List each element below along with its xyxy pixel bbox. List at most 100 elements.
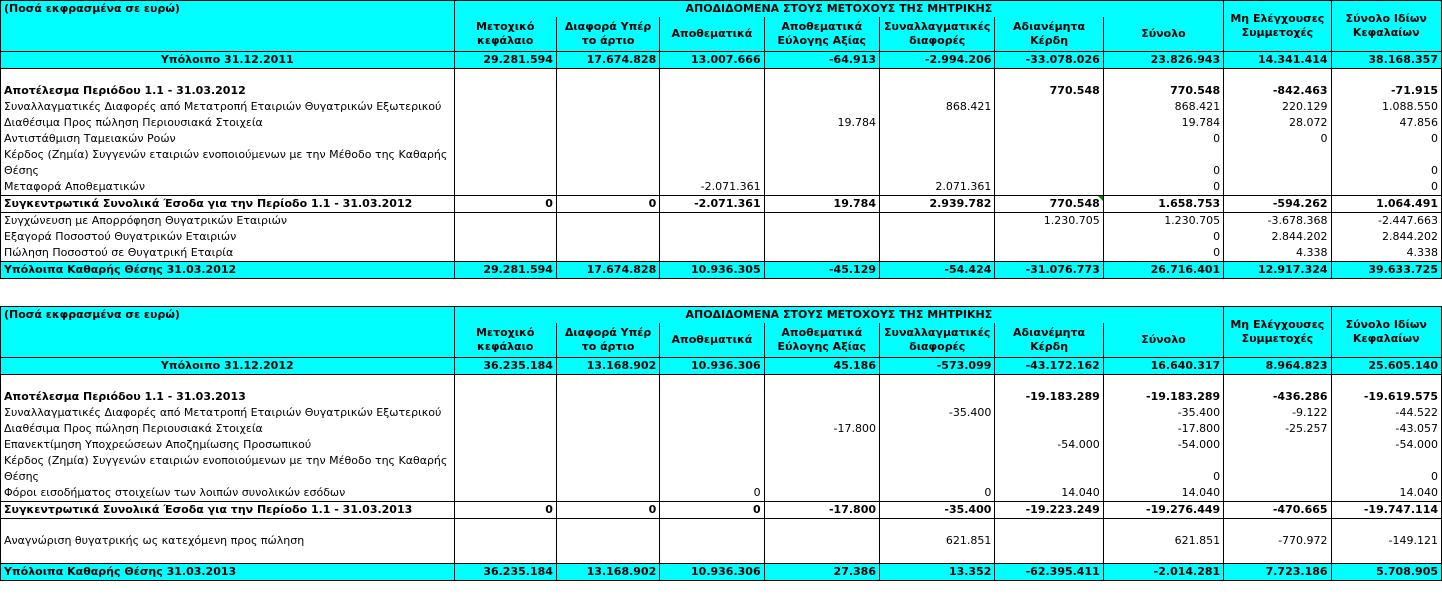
row-value: 0 [659, 501, 765, 519]
opening-balance-value: 29.281.594 [454, 51, 557, 69]
row-value [659, 549, 765, 564]
spacer-row [0, 374, 1442, 389]
movement-row: Αποτέλεσμα Περιόδου 1.1 - 31.03.2013 -19.… [0, 389, 1442, 405]
row-value: 0 [1331, 469, 1442, 485]
row-label: Αναγνώριση θυγατρικής ως κατεχόμενη προς… [0, 533, 455, 549]
row-value [556, 212, 661, 229]
row-value [1103, 453, 1225, 469]
row-value: 0 [556, 501, 661, 519]
row-value [1223, 518, 1332, 533]
row-value [1223, 485, 1332, 502]
spacer-cell [994, 68, 1104, 83]
row-value [1223, 549, 1332, 564]
col-header: Αδιανέμητα Κέρδη [994, 17, 1104, 52]
row-value: 0 [454, 195, 557, 213]
spacer-cell [454, 374, 557, 389]
row-value: 0 [1103, 245, 1225, 262]
spacer-cell [1331, 68, 1442, 83]
row-value [454, 421, 557, 437]
row-label: Συναλλαγματικές Διαφορές από Μετατροπή Ε… [0, 405, 455, 421]
row-value: -71.915 [1331, 83, 1442, 99]
row-value [556, 421, 661, 437]
row-value: 770.548 [994, 195, 1104, 213]
row-value: -470.665 [1223, 501, 1332, 519]
row-value [994, 533, 1104, 549]
row-value: 770.548 [994, 83, 1104, 99]
spacer-cell [1223, 374, 1332, 389]
row-value [994, 469, 1104, 485]
movement-row: Κέρδος (Ζημία) Συγγενών εταιριών ενοποιο… [0, 147, 1442, 163]
row-value [454, 533, 557, 549]
row-value [454, 405, 557, 421]
closing-balance-label: Υπόλοιπα Καθαρής Θέσης 31.03.2012 [0, 261, 455, 279]
closing-balance-value: 5.708.905 [1331, 563, 1442, 581]
spacer-cell [994, 374, 1104, 389]
closing-balance-value: 7.723.186 [1223, 563, 1332, 581]
row-value [994, 518, 1104, 533]
row-value [764, 179, 881, 196]
row-value [659, 99, 765, 115]
row-value: -19.183.289 [1103, 389, 1225, 405]
row-value [879, 549, 996, 564]
row-value: 770.548 [1103, 83, 1225, 99]
movement-row: Διαθέσιμα Προς πώληση Περιουσιακά Στοιχε… [0, 421, 1442, 437]
opening-balance-value: 23.826.943 [1103, 51, 1225, 69]
row-value [556, 533, 661, 549]
row-value [1103, 549, 1225, 564]
closing-balance-value: -54.424 [879, 261, 996, 279]
row-value: -35.400 [879, 501, 996, 519]
row-value: -19.276.449 [1103, 501, 1225, 519]
row-value [764, 83, 881, 99]
row-value [879, 453, 996, 469]
row-value [1223, 453, 1332, 469]
movement-row [0, 518, 1442, 533]
row-value: -436.286 [1223, 389, 1332, 405]
row-value: -770.972 [1223, 533, 1332, 549]
row-value [659, 212, 765, 229]
closing-balance-value: 26.716.401 [1103, 261, 1225, 279]
row-value [879, 389, 996, 405]
subtotal-row: Συγκεντρωτικά Συνολικά Έσοδα για την Περ… [0, 195, 1442, 213]
spacer-row [0, 68, 1442, 83]
closing-balance-value: 39.633.725 [1331, 261, 1442, 279]
row-value [454, 163, 557, 179]
row-value: 28.072 [1223, 115, 1332, 131]
row-value: 0 [1331, 163, 1442, 179]
row-value [556, 83, 661, 99]
col-header: Αδιανέμητα Κέρδη [994, 323, 1104, 358]
row-value [994, 163, 1104, 179]
row-value: 0 [1331, 179, 1442, 196]
row-value: -43.057 [1331, 421, 1442, 437]
opening-balance-value: 17.674.828 [556, 51, 661, 69]
row-value [1103, 518, 1225, 533]
row-value [994, 179, 1104, 196]
opening-balance-value: 13.168.902 [556, 357, 661, 375]
row-value [879, 131, 996, 147]
equity-statement-2013: (Ποσά εκφρασμένα σε ευρώ) ΑΠΟΔΙΔΟΜΕΝΑ ΣΤΟ… [0, 306, 1442, 581]
closing-balance-value: 27.386 [764, 563, 881, 581]
opening-balance-value: 25.605.140 [1331, 357, 1442, 375]
row-label: Μεταφορά Αποθεματικών [0, 179, 455, 196]
col-header: Αποθεματικά Εύλογης Αξίας [764, 17, 881, 52]
row-value: 0 [659, 485, 765, 502]
spacer-cell [556, 374, 661, 389]
row-value [1223, 179, 1332, 196]
movement-row: Εξαγορά Ποσοστού Θυγατρικών Εταιριών 0 2.8… [0, 229, 1442, 245]
row-value [556, 485, 661, 502]
closing-balance-value: -62.395.411 [994, 563, 1104, 581]
row-value [556, 147, 661, 163]
row-value [994, 245, 1104, 262]
row-value [764, 469, 881, 485]
row-value [764, 549, 881, 564]
row-value [994, 405, 1104, 421]
row-value [454, 245, 557, 262]
parent-group-header: ΑΠΟΔΙΔΟΜΕΝΑ ΣΤΟΥΣ ΜΕΤΟΧΟΥΣ ΤΗΣ ΜΗΤΡΙΚΗΣ [454, 0, 1225, 17]
row-value: -19.183.289 [994, 389, 1104, 405]
row-value [454, 518, 557, 533]
row-value: 0 [879, 485, 996, 502]
row-label: Αποτέλεσμα Περιόδου 1.1 - 31.03.2013 [0, 389, 455, 405]
opening-balance-value: -64.913 [764, 51, 881, 69]
movement-row: Επανεκτίμηση Υποχρεώσεων Αποζημίωσης Προ… [0, 437, 1442, 453]
spacer-cell [1223, 68, 1332, 83]
closing-balance-value: 10.936.305 [659, 261, 765, 279]
